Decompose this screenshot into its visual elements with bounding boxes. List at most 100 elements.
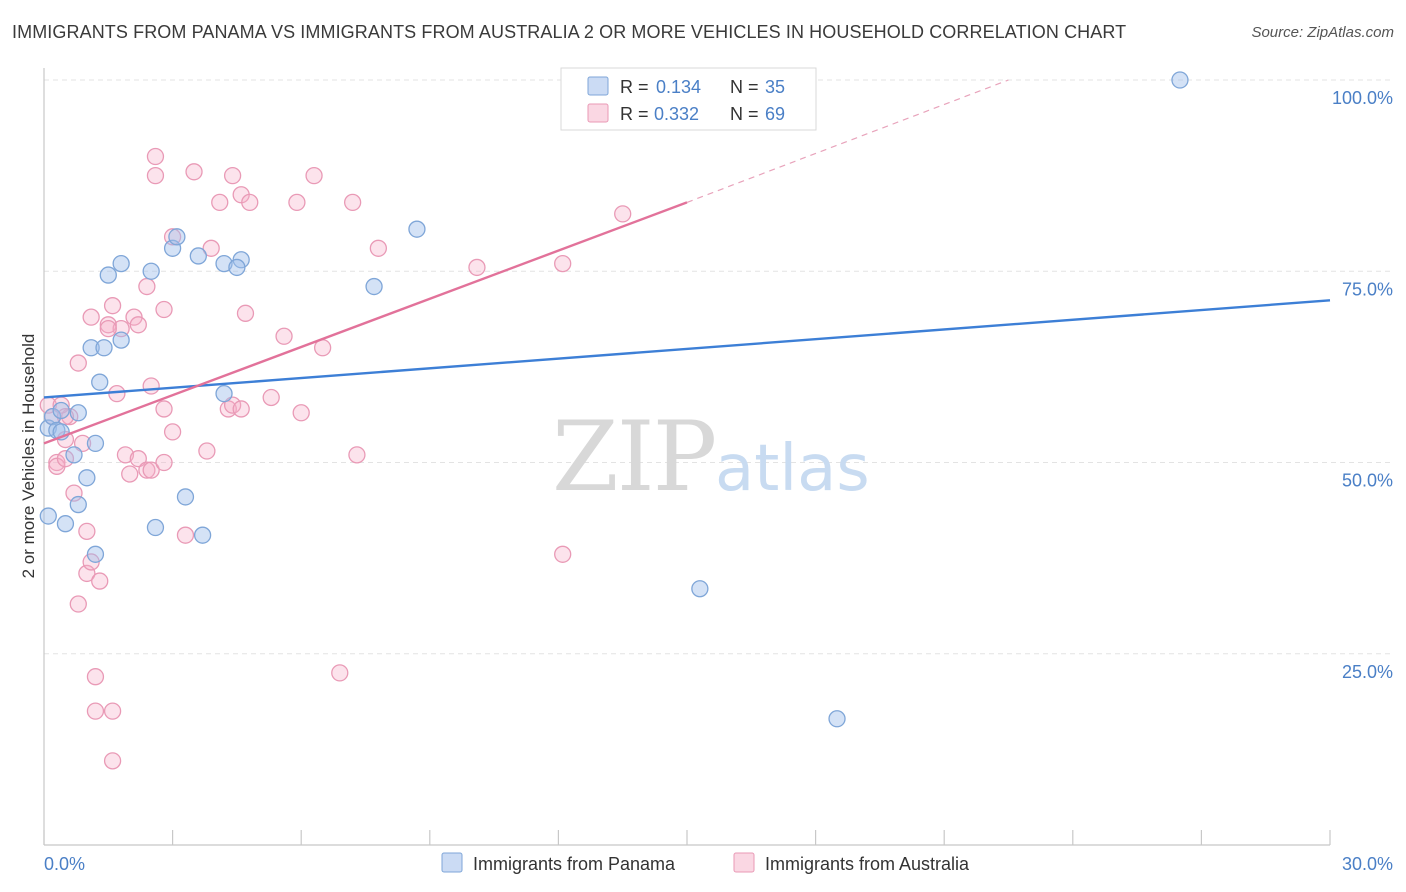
panama-point <box>56 515 75 533</box>
y-tick-label: 100.0% <box>1332 88 1393 108</box>
panama-point <box>828 710 846 728</box>
australia-point <box>211 193 229 212</box>
australia-point <box>185 163 203 181</box>
australia-point <box>146 166 165 185</box>
watermark: ZIP atlas <box>552 401 870 513</box>
australia-point <box>146 147 165 166</box>
australia-point <box>232 400 250 418</box>
australia-point <box>343 193 362 212</box>
panama-point <box>189 247 207 265</box>
panama-point <box>112 331 130 349</box>
australia-point <box>91 572 109 590</box>
australia-point <box>129 450 147 468</box>
australia-point <box>103 297 122 315</box>
australia-point <box>155 300 173 319</box>
australia-point <box>155 453 173 472</box>
correlation-legend: R = 0.134 N = 35 R = 0.332 N = 69 <box>560 67 817 131</box>
australia-point <box>103 752 122 770</box>
australia-point <box>275 327 293 345</box>
australia-point <box>99 316 117 334</box>
panama-point <box>193 526 212 544</box>
panama-point <box>168 228 186 246</box>
panama-point <box>91 373 109 391</box>
australia-point <box>121 465 139 483</box>
y-axis-title: 2 or more Vehicles in Household <box>19 334 38 579</box>
legend-r-label-panama: R = <box>620 77 649 97</box>
australia-point <box>82 308 100 326</box>
australia-point <box>142 377 160 395</box>
australia-point <box>198 442 216 460</box>
bottom-legend-label-panama: Immigrants from Panama <box>473 854 676 874</box>
panama-point <box>39 507 57 525</box>
australia-point <box>108 384 126 403</box>
australia-point <box>369 239 388 257</box>
watermark-zip: ZIP <box>552 401 715 513</box>
australia-point <box>138 277 156 296</box>
panama-point <box>228 258 246 277</box>
australia-point <box>468 258 486 277</box>
australia-point <box>142 461 160 479</box>
bottom-legend-swatch-panama <box>441 852 463 873</box>
chart-source: Source: ZipAtlas.com <box>1251 24 1394 41</box>
australia-point <box>129 316 147 334</box>
australia-point <box>61 407 79 426</box>
panama-point <box>1171 71 1189 89</box>
axes <box>43 68 1331 846</box>
legend-n-label-australia: N = <box>730 104 759 124</box>
australia-point <box>305 166 323 185</box>
legend-n-label-panama: N = <box>730 77 759 97</box>
panama-point <box>43 407 62 426</box>
panama-point <box>86 545 105 563</box>
legend-n-value-panama: 35 <box>765 77 785 97</box>
australia-point <box>292 404 310 422</box>
panama-point <box>65 446 83 464</box>
australia-point <box>163 423 182 441</box>
australia-point <box>116 446 135 464</box>
panama-point <box>176 488 195 506</box>
panama-point <box>142 262 160 280</box>
australia-trend-line <box>43 201 688 445</box>
bottom-legend-swatch-australia <box>733 852 755 873</box>
australia-point <box>69 354 87 372</box>
legend-swatch-panama <box>587 76 609 96</box>
legend-r-value-panama: 0.134 <box>656 77 701 97</box>
panama-point <box>408 220 426 238</box>
chart-title: IMMIGRANTS FROM PANAMA VS IMMIGRANTS FRO… <box>12 22 1127 42</box>
australia-point <box>99 319 117 338</box>
australia-point <box>48 453 66 472</box>
australia-point <box>288 193 306 212</box>
panama-point <box>69 404 87 422</box>
y-tick-label: 25.0% <box>1342 662 1393 682</box>
trend-lines <box>43 79 1331 445</box>
panama-point <box>215 254 233 273</box>
australia-point <box>223 166 242 185</box>
legend-r-label-australia: R = <box>620 104 649 124</box>
australia-point <box>223 396 242 414</box>
panama-point <box>215 384 233 403</box>
legend-r-value-australia: 0.332 <box>654 104 699 124</box>
panama-point <box>112 254 130 273</box>
bottom-legend-label-australia: Immigrants from Australia <box>765 854 970 874</box>
y-tick-labels: 25.0% 50.0% 75.0% 100.0% <box>1332 88 1393 682</box>
y-tick-label: 50.0% <box>1342 471 1393 491</box>
australia-point <box>86 668 105 686</box>
legend-n-value-australia: 69 <box>765 104 785 124</box>
australia-point <box>236 304 255 322</box>
panama-point <box>99 266 117 284</box>
australia-trend-extension <box>686 79 1009 203</box>
y-tick-label: 75.0% <box>1342 279 1393 299</box>
series-panama-points <box>39 71 1189 728</box>
panama-point <box>52 401 70 420</box>
panama-point <box>82 339 100 357</box>
panama-point <box>86 434 105 453</box>
australia-point <box>176 526 195 544</box>
australia-point <box>73 434 92 453</box>
australia-point <box>554 545 572 563</box>
series-legend: Immigrants from Panama Immigrants from A… <box>441 852 970 874</box>
australia-point <box>202 239 220 257</box>
panama-point <box>365 277 383 296</box>
australia-point <box>554 254 572 273</box>
australia-point <box>262 388 280 407</box>
panama-point <box>691 580 709 598</box>
